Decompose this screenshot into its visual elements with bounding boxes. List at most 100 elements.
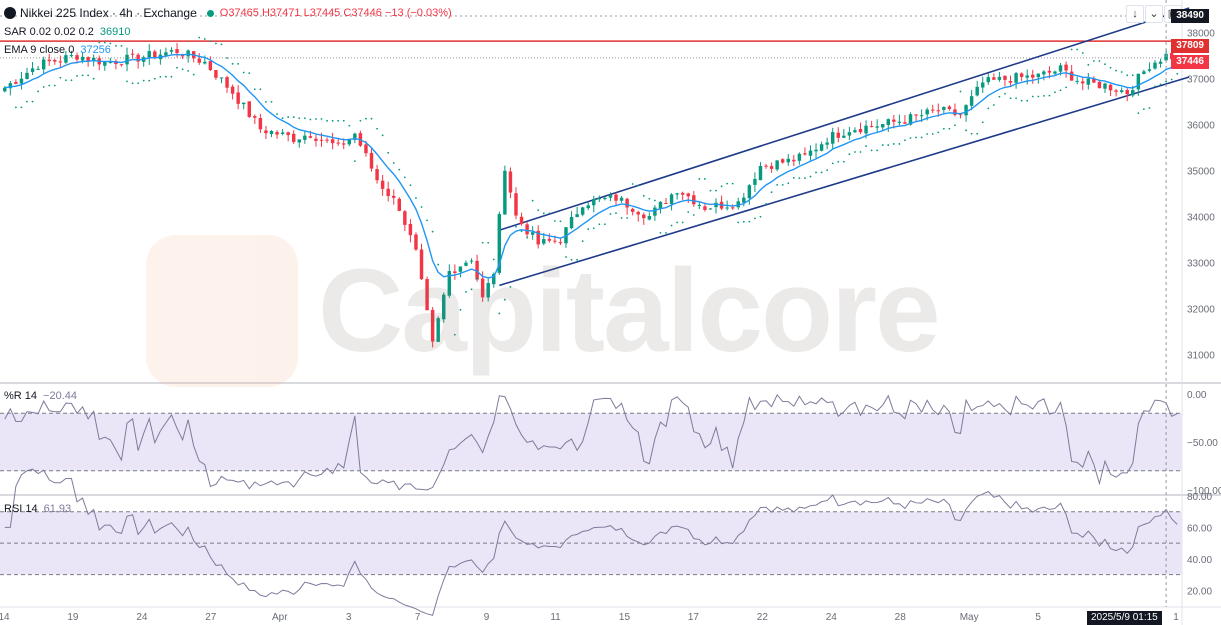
candle-body — [1114, 90, 1118, 92]
candle-body — [592, 198, 596, 206]
candle-body — [525, 224, 529, 235]
sar-dot — [153, 77, 156, 80]
candle-body — [347, 138, 352, 145]
candle-body — [475, 260, 479, 280]
rsi-legend[interactable]: RSI 14 61.93 — [4, 503, 71, 515]
time-axis-tick: 24 — [826, 612, 838, 623]
candle-body — [3, 87, 7, 92]
sar-dot — [937, 131, 940, 134]
arrow-down-icon[interactable]: ↓ — [1126, 5, 1144, 23]
candle-body — [175, 49, 179, 54]
sar-dot — [665, 231, 667, 234]
sar-dot — [798, 177, 801, 179]
sar-dot — [842, 160, 845, 163]
sar-dot — [898, 143, 901, 145]
sar-dot — [76, 74, 78, 77]
sar-legend[interactable]: SAR 0.02 0.02 0.2 36910 — [4, 26, 131, 38]
candle-body — [386, 188, 390, 197]
candle-body — [230, 86, 235, 94]
open-value: O37465 — [219, 7, 259, 19]
price-axis-tick: 35000 — [1187, 166, 1215, 177]
candle-body — [842, 135, 846, 138]
sar-dot — [370, 117, 373, 120]
price-axis-tick: 31000 — [1187, 350, 1215, 361]
candle-body — [41, 59, 46, 70]
sar-dot — [920, 136, 923, 139]
candle-body — [864, 125, 868, 134]
sar-dot — [609, 213, 612, 215]
price-axis-tick: 38000 — [1187, 28, 1215, 39]
candle-body — [336, 142, 340, 144]
candle-body — [364, 144, 368, 154]
candle-body — [708, 208, 713, 210]
candle-body — [164, 52, 168, 56]
candle-body — [519, 216, 524, 224]
sar-dot — [242, 71, 245, 74]
candle-body — [575, 214, 579, 218]
candle-body — [536, 230, 540, 245]
candle-body — [486, 282, 490, 298]
candle-body — [964, 105, 968, 116]
candle-body — [147, 51, 151, 59]
sar-dot — [626, 217, 629, 219]
sar-dot — [737, 221, 740, 224]
candle-body — [480, 278, 485, 298]
candle-body — [1075, 80, 1079, 82]
sar-dot — [309, 118, 312, 121]
candle-body — [408, 223, 413, 236]
sar-dot — [659, 231, 662, 234]
candle-body — [936, 110, 941, 112]
candle-body — [1019, 73, 1024, 77]
symbol-title[interactable]: Nikkei 225 Index · 4h · Exchange — [20, 6, 197, 20]
sar-dot — [87, 74, 90, 77]
candle-body — [814, 149, 818, 152]
wr-band — [0, 413, 1182, 471]
sar-dot — [487, 241, 490, 244]
sar-dot — [365, 117, 367, 120]
sar-dot — [237, 62, 240, 65]
candle-body — [1064, 64, 1068, 71]
candle-body — [975, 86, 979, 96]
candle-body — [725, 207, 729, 209]
candle-body — [169, 50, 174, 52]
candle-body — [736, 201, 740, 208]
ema-legend[interactable]: EMA 9 close 0 37256 — [4, 44, 111, 56]
low-value: L37445 — [303, 7, 341, 19]
sar-dot — [392, 162, 395, 164]
sar-dot — [481, 241, 484, 244]
candle-body — [764, 165, 768, 167]
candle-body — [275, 132, 279, 135]
candle-body — [586, 205, 590, 209]
time-axis-tick: 28 — [895, 612, 907, 623]
sar-dot — [376, 127, 378, 130]
sar-dot — [698, 178, 701, 180]
sar-dot — [65, 79, 67, 82]
sar-dot — [570, 258, 573, 261]
candle-body — [453, 271, 457, 273]
sar-dot — [503, 298, 506, 301]
candle-body — [442, 294, 446, 320]
ema-label: EMA 9 close 0 — [4, 44, 75, 56]
candle-body — [1092, 78, 1096, 83]
sar-dot — [492, 258, 495, 261]
price-axis-tick: 36000 — [1187, 120, 1215, 131]
candle-body — [69, 55, 74, 57]
candle-body — [425, 279, 429, 311]
sar-dot — [909, 137, 912, 139]
sar-dot — [676, 221, 679, 224]
rsi-value: 61.93 — [43, 503, 72, 515]
wr-legend[interactable]: %R 14 −20.44 — [4, 390, 77, 402]
sar-dot — [831, 162, 834, 165]
chevrons-icon[interactable]: ⌄ — [1145, 5, 1163, 23]
candle-body — [658, 201, 663, 209]
candle-body — [803, 153, 807, 155]
candle-body — [353, 133, 357, 140]
sar-dot — [942, 127, 945, 130]
candle-body — [464, 262, 468, 266]
sar-dot — [431, 230, 434, 233]
sar-dot — [1070, 48, 1073, 51]
sar-dot — [170, 75, 173, 78]
candle-body — [630, 208, 635, 212]
sar-dot — [915, 136, 917, 139]
